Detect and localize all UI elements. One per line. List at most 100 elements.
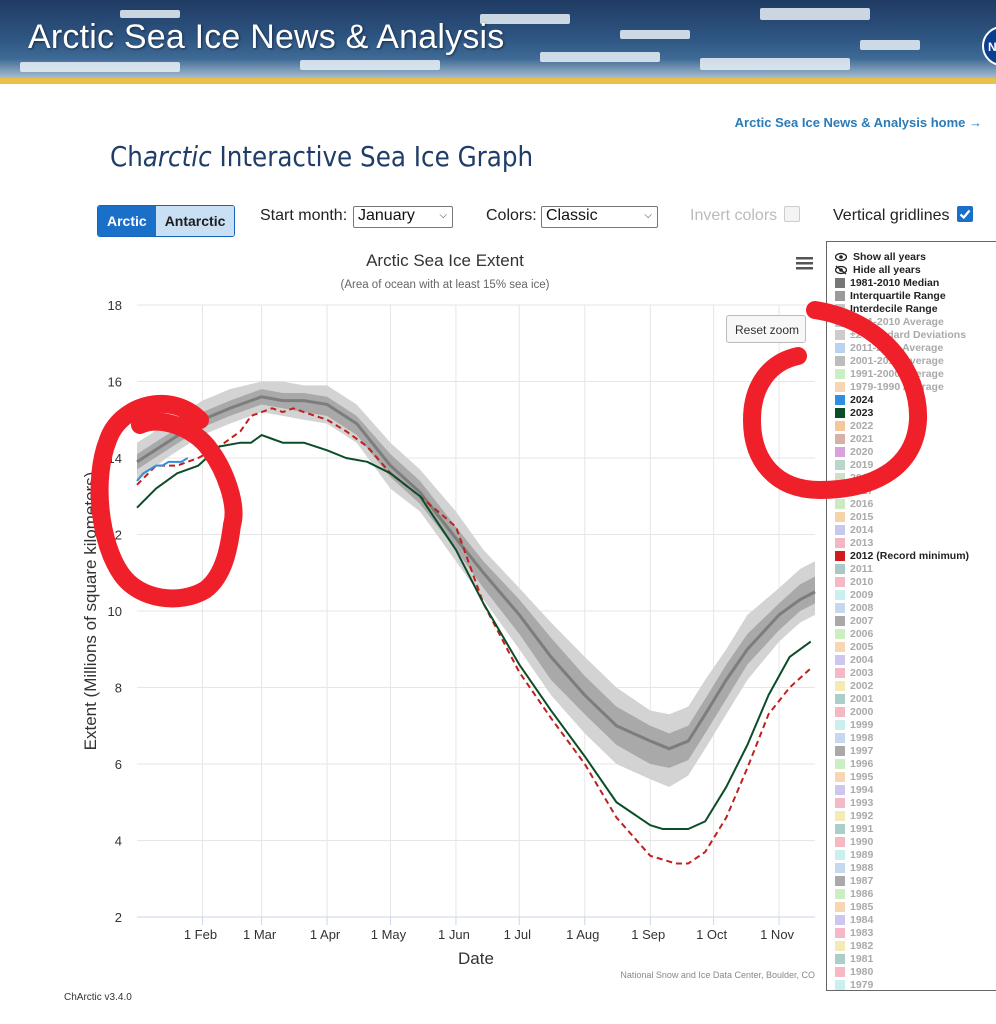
legend-swatch xyxy=(835,381,845,392)
legend-item[interactable]: 2000 xyxy=(835,705,996,718)
legend-item[interactable]: 2004 xyxy=(835,653,996,666)
legend-item[interactable]: 1979 xyxy=(835,978,996,991)
legend-item[interactable]: 1995 xyxy=(835,770,996,783)
legend-item[interactable]: 2017 xyxy=(835,484,996,497)
show-all-years[interactable]: Show all years xyxy=(835,250,996,263)
x-tick-label: 1 Apr xyxy=(310,927,341,942)
legend-item[interactable]: 1984 xyxy=(835,913,996,926)
hide-all-years[interactable]: Hide all years xyxy=(835,263,996,276)
legend-item[interactable]: 2020 xyxy=(835,445,996,458)
colors-label: Colors: xyxy=(486,207,537,224)
legend-item[interactable]: ±2 Standard Deviations xyxy=(835,328,996,341)
legend-item[interactable]: 1982 xyxy=(835,939,996,952)
legend-item[interactable]: 2010 xyxy=(835,575,996,588)
legend-item[interactable]: 2019 xyxy=(835,458,996,471)
legend-item[interactable]: 1993 xyxy=(835,796,996,809)
legend-swatch xyxy=(835,784,845,795)
legend-item[interactable]: 1987 xyxy=(835,874,996,887)
x-tick-label: 1 Mar xyxy=(243,927,277,942)
legend-swatch xyxy=(835,485,845,496)
legend-label: 2006 xyxy=(850,627,874,640)
legend-item[interactable]: 1994 xyxy=(835,783,996,796)
legend-item[interactable]: 2009 xyxy=(835,588,996,601)
antarctic-button[interactable]: Antarctic xyxy=(155,206,235,236)
legend-item[interactable]: 1985 xyxy=(835,900,996,913)
legend-item[interactable]: 2011 xyxy=(835,562,996,575)
legend-label: 1998 xyxy=(850,731,874,744)
legend-item[interactable]: 1981-2010 Average xyxy=(835,315,996,328)
reset-zoom-button[interactable]: Reset zoom xyxy=(726,315,806,343)
home-link[interactable]: Arctic Sea Ice News & Analysis home → xyxy=(734,115,982,130)
legend-item[interactable]: 2011-2020 Average xyxy=(835,341,996,354)
legend-item[interactable]: 2005 xyxy=(835,640,996,653)
legend-item[interactable]: Interdecile Range xyxy=(835,302,996,315)
legend-item[interactable]: 1997 xyxy=(835,744,996,757)
ice-texture xyxy=(760,8,870,20)
legend-item[interactable]: 1990 xyxy=(835,835,996,848)
legend-swatch xyxy=(835,524,845,535)
legend-item[interactable]: 2021 xyxy=(835,432,996,445)
legend-label: 1990 xyxy=(850,835,874,848)
legend-item[interactable]: 1981 xyxy=(835,952,996,965)
legend-item[interactable]: 2013 xyxy=(835,536,996,549)
x-tick-label: 1 Nov xyxy=(760,927,794,942)
legend-item[interactable]: 1980 xyxy=(835,965,996,978)
arctic-button[interactable]: Arctic xyxy=(98,206,156,236)
legend-label: 1994 xyxy=(850,783,874,796)
legend-item[interactable]: 2015 xyxy=(835,510,996,523)
legend-item[interactable]: 2018 xyxy=(835,471,996,484)
legend-item[interactable]: Interquartile Range xyxy=(835,289,996,302)
legend-item[interactable]: 2001 xyxy=(835,692,996,705)
legend-item[interactable]: 2014 xyxy=(835,523,996,536)
legend-label: 2002 xyxy=(850,679,874,692)
legend-item[interactable]: 1988 xyxy=(835,861,996,874)
legend-item[interactable]: 2003 xyxy=(835,666,996,679)
legend-item[interactable]: 2016 xyxy=(835,497,996,510)
legend-item[interactable]: 1996 xyxy=(835,757,996,770)
legend-item[interactable]: 2002 xyxy=(835,679,996,692)
colors-select[interactable]: Classic ⌵ xyxy=(541,206,658,228)
legend-item[interactable]: 1991 xyxy=(835,822,996,835)
ice-texture xyxy=(480,14,570,24)
chart-menu-icon[interactable] xyxy=(796,257,813,270)
legend-item[interactable]: 2022 xyxy=(835,419,996,432)
legend-swatch xyxy=(835,407,845,418)
legend-label: 2011-2020 Average xyxy=(850,341,944,354)
legend-swatch xyxy=(835,329,845,340)
chevron-down-icon: ⌵ xyxy=(644,210,652,221)
legend-item[interactable]: 2024 xyxy=(835,393,996,406)
legend-swatch xyxy=(835,940,845,951)
legend-item[interactable]: 2012 (Record minimum) xyxy=(835,549,996,562)
legend-label: 2008 xyxy=(850,601,874,614)
site-title[interactable]: Arctic Sea Ice News & Analysis xyxy=(28,18,505,56)
page-title-italic: arctic xyxy=(142,140,212,173)
legend-label: 2001-2010 Average xyxy=(850,354,944,367)
legend-label: 1997 xyxy=(850,744,874,757)
legend-item[interactable]: 1983 xyxy=(835,926,996,939)
invert-colors-checkbox[interactable] xyxy=(784,206,800,222)
legend-item[interactable]: 2007 xyxy=(835,614,996,627)
start-month-select[interactable]: January ⌵ xyxy=(353,206,453,228)
legend-item[interactable]: 2001-2010 Average xyxy=(835,354,996,367)
legend-item[interactable]: 1999 xyxy=(835,718,996,731)
legend-label: 1980 xyxy=(850,965,874,978)
legend-item[interactable]: 1998 xyxy=(835,731,996,744)
legend-item[interactable]: 2023 xyxy=(835,406,996,419)
legend-swatch xyxy=(835,797,845,808)
legend-item[interactable]: 1986 xyxy=(835,887,996,900)
legend-swatch xyxy=(835,732,845,743)
legend-item[interactable]: 1989 xyxy=(835,848,996,861)
legend-item[interactable]: 1992 xyxy=(835,809,996,822)
legend-label: 2019 xyxy=(850,458,874,471)
legend-label: 1999 xyxy=(850,718,874,731)
vertical-gridlines-checkbox[interactable] xyxy=(957,206,973,222)
legend-label: 2005 xyxy=(850,640,874,653)
legend-item[interactable]: 2006 xyxy=(835,627,996,640)
legend-item[interactable]: 1991-2000 Average xyxy=(835,367,996,380)
legend-item[interactable]: 1979-1990 Average xyxy=(835,380,996,393)
legend-item[interactable]: 1981-2010 Median xyxy=(835,276,996,289)
legend-swatch xyxy=(835,316,845,327)
nasa-logo[interactable]: NASA xyxy=(982,26,996,66)
x-tick-label: 1 Jul xyxy=(504,927,532,942)
legend-item[interactable]: 2008 xyxy=(835,601,996,614)
